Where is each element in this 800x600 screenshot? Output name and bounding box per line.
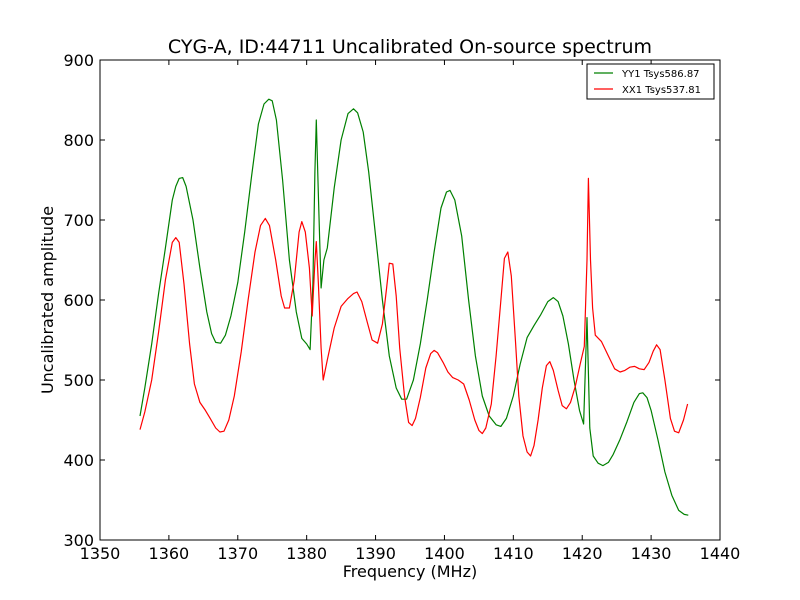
x-tick-label: 1370 — [217, 544, 258, 563]
x-tick-label: 1390 — [355, 544, 396, 563]
x-axis: 1350 1360 1370 1380 1390 1400 1410 1420 1430 1440 — [80, 60, 741, 563]
x-tick-label: 1440 — [700, 544, 741, 563]
y-tick-label: 800 — [63, 131, 94, 150]
series-layer — [139, 98, 689, 516]
series-line-yy1 — [139, 98, 689, 516]
x-tick-label: 1430 — [631, 544, 672, 563]
y-tick-label: 300 — [63, 531, 94, 550]
legend-label-xx1: XX1 Tsys537.81 — [622, 85, 701, 96]
x-tick-label: 1350 — [80, 544, 121, 563]
x-tick-label: 1420 — [562, 544, 603, 563]
y-tick-label: 400 — [63, 451, 94, 470]
x-tick-label: 1360 — [149, 544, 190, 563]
plot-area — [99, 59, 721, 541]
y-tick-label: 900 — [63, 51, 94, 70]
x-tick-label: 1380 — [286, 544, 327, 563]
x-tick-label: 1400 — [424, 544, 465, 563]
series-line-xx1 — [139, 177, 689, 457]
x-axis-title: Frequency (MHz) — [343, 562, 477, 581]
legend: YY1 Tsys586.87 XX1 Tsys537.81 — [586, 63, 715, 100]
y-axis-title: Uncalibrated amplitude — [38, 206, 57, 394]
y-axis: 300 400 500 600 700 800 900 — [63, 51, 720, 550]
plot-frame — [99, 59, 721, 541]
legend-label-yy1: YY1 Tsys586.87 — [621, 69, 700, 80]
y-tick-label: 600 — [63, 291, 94, 310]
legend-box — [586, 63, 715, 100]
chart-title: CYG-A, ID:44711 Uncalibrated On-source s… — [168, 36, 652, 58]
y-tick-label: 500 — [63, 371, 94, 390]
y-tick-label: 700 — [63, 211, 94, 230]
x-tick-label: 1410 — [493, 544, 534, 563]
